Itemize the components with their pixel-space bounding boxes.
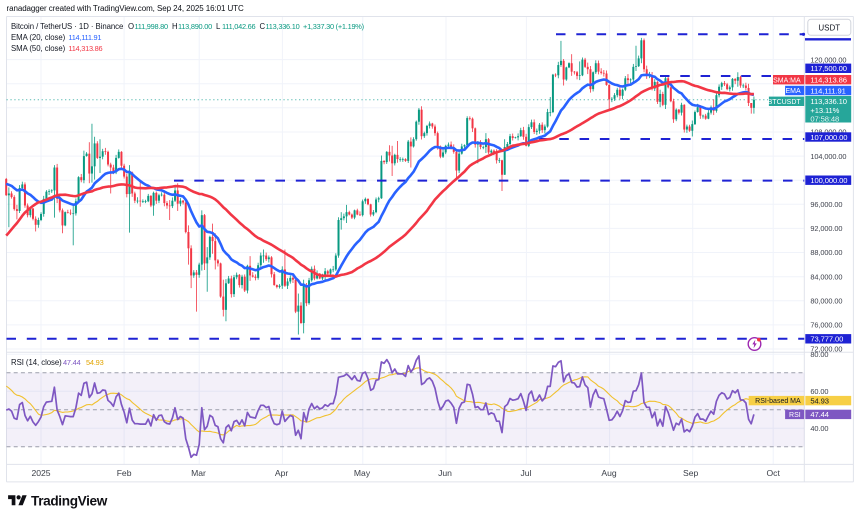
svg-text:SMA:MA: SMA:MA	[773, 77, 801, 84]
svg-text:114,111.91: 114,111.91	[68, 33, 101, 42]
svg-text:C: C	[260, 22, 266, 31]
svg-text:RSI-based MA: RSI-based MA	[755, 398, 801, 405]
svg-text:60.00: 60.00	[810, 387, 828, 396]
svg-text:Oct: Oct	[767, 468, 781, 478]
svg-text:108,000.00: 108,000.00	[810, 128, 846, 137]
svg-text:Mar: Mar	[191, 468, 206, 478]
svg-text:ranadagger created with Tradin: ranadagger created with TradingView.com,…	[7, 4, 244, 13]
svg-text:88,000.00: 88,000.00	[810, 248, 842, 257]
svg-text:2025: 2025	[31, 468, 50, 478]
svg-text:80.00: 80.00	[810, 350, 828, 359]
svg-text:96,000.00: 96,000.00	[810, 200, 842, 209]
svg-text:100,000.00: 100,000.00	[810, 176, 847, 185]
svg-text:104,000.00: 104,000.00	[810, 152, 846, 161]
svg-text:+1,337.30 (+1.19%): +1,337.30 (+1.19%)	[303, 22, 364, 31]
svg-text:114,313.86: 114,313.86	[810, 76, 846, 85]
svg-text:EMA (20, close): EMA (20, close)	[11, 33, 66, 42]
svg-text:SMA (50, close): SMA (50, close)	[11, 44, 66, 53]
svg-text:54.93: 54.93	[86, 358, 104, 367]
svg-text:07:58:48: 07:58:48	[810, 114, 839, 123]
svg-text:Feb: Feb	[117, 468, 132, 478]
svg-text:40.00: 40.00	[810, 424, 828, 433]
svg-text:Sep: Sep	[683, 468, 699, 478]
svg-text:114,313.86: 114,313.86	[68, 44, 102, 53]
svg-text:76,000.00: 76,000.00	[810, 321, 842, 330]
svg-text:120,000.00: 120,000.00	[810, 55, 846, 64]
svg-text:47.44: 47.44	[63, 358, 81, 367]
svg-text:111,998.80: 111,998.80	[135, 22, 169, 31]
svg-text:Jun: Jun	[438, 468, 452, 478]
svg-text:111,042.66: 111,042.66	[222, 22, 256, 31]
svg-text:54.93: 54.93	[810, 396, 829, 405]
svg-text:73,777.00: 73,777.00	[810, 335, 843, 344]
svg-text:O: O	[128, 22, 134, 31]
svg-text:L: L	[216, 22, 221, 31]
svg-text:113,336.10: 113,336.10	[810, 97, 846, 106]
svg-text:H: H	[172, 22, 178, 31]
svg-text:BTCUSDT: BTCUSDT	[768, 99, 802, 106]
svg-text:Jul: Jul	[521, 468, 532, 478]
svg-text:72,000.00: 72,000.00	[810, 345, 842, 354]
svg-text:114,111.91: 114,111.91	[810, 86, 845, 95]
svg-text:Bitcoin / TetherUS · 1D · Bina: Bitcoin / TetherUS · 1D · Binance	[11, 22, 123, 31]
svg-text:TradingView: TradingView	[31, 493, 108, 508]
svg-text:113,336.10: 113,336.10	[266, 22, 300, 31]
svg-text:USDT: USDT	[818, 23, 840, 32]
svg-text:80,000.00: 80,000.00	[810, 297, 842, 306]
svg-text:May: May	[354, 468, 371, 478]
svg-text:Apr: Apr	[275, 468, 289, 478]
svg-text:117,500.00: 117,500.00	[810, 64, 846, 73]
svg-text:113,890.00: 113,890.00	[178, 22, 212, 31]
svg-text:RSI: RSI	[789, 412, 801, 419]
svg-text:RSI (14, close): RSI (14, close)	[11, 358, 62, 367]
svg-text:92,000.00: 92,000.00	[810, 224, 842, 233]
svg-text:107,000.00: 107,000.00	[810, 133, 847, 142]
svg-text:+13.11%: +13.11%	[810, 106, 839, 115]
svg-text:EMA: EMA	[786, 88, 802, 95]
svg-text:84,000.00: 84,000.00	[810, 272, 842, 281]
svg-text:47.44: 47.44	[810, 410, 829, 419]
svg-text:Aug: Aug	[601, 468, 617, 478]
